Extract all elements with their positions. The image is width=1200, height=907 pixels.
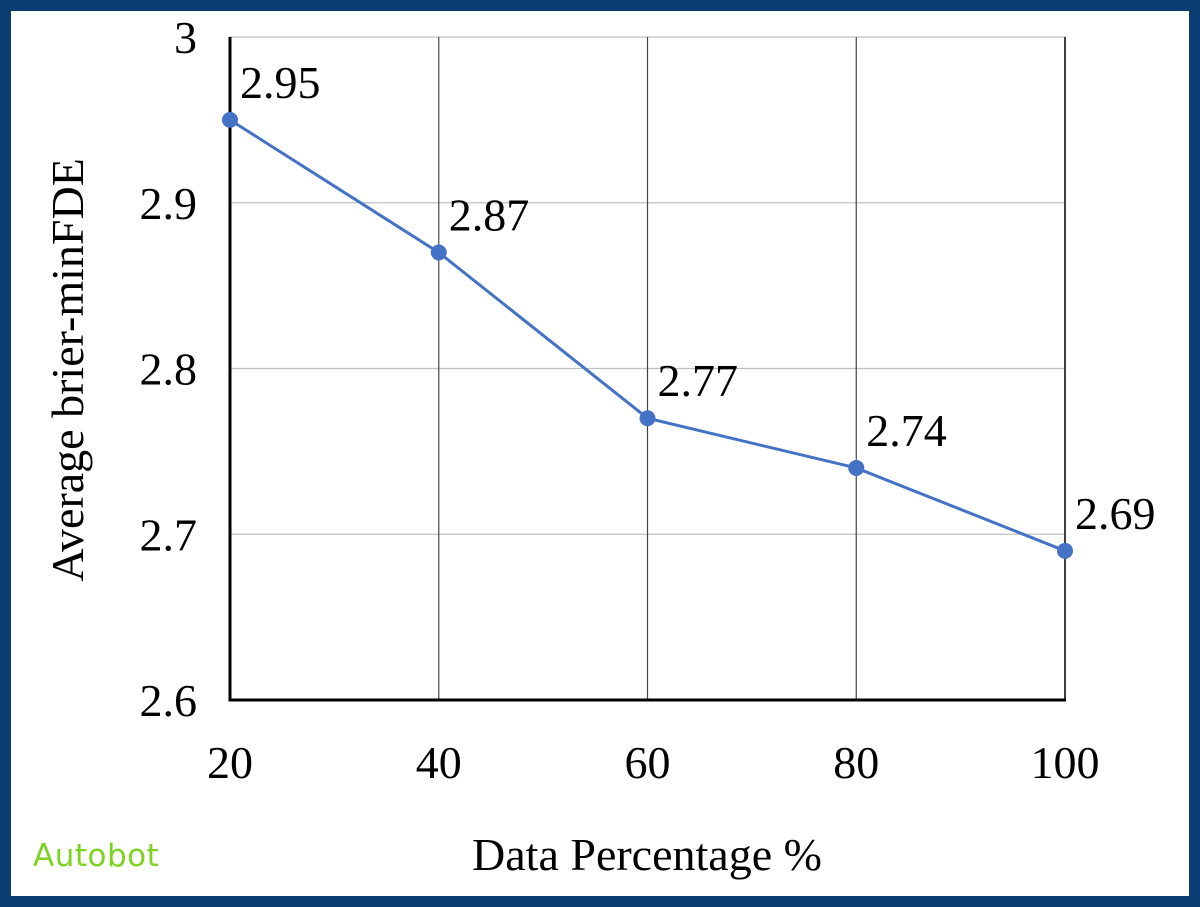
watermark: Autobot [33, 838, 160, 874]
y-tick-label: 2.8 [140, 344, 198, 395]
data-label: 2.77 [658, 355, 739, 406]
y-tick-label: 2.9 [140, 178, 198, 229]
x-tick-label: 20 [207, 737, 253, 788]
axes [228, 37, 1066, 702]
data-label: 2.74 [866, 405, 947, 456]
data-label: 2.95 [240, 57, 321, 108]
data-point [639, 410, 656, 427]
y-tick-label: 2.6 [140, 675, 198, 726]
x-tick-label: 80 [833, 737, 879, 788]
grid-lines [230, 36, 1066, 700]
y-tick-labels: 2.6 2.7 2.8 2.9 3 [140, 12, 198, 726]
x-tick-label: 40 [416, 737, 462, 788]
data-labels: 2.95 2.87 2.77 2.74 2.69 [240, 57, 1156, 539]
y-tick-label: 2.7 [140, 509, 198, 560]
x-tick-label: 100 [1031, 737, 1100, 788]
x-tick-label: 60 [625, 737, 671, 788]
data-points [222, 111, 1073, 559]
data-label: 2.87 [449, 189, 530, 240]
data-point [430, 244, 447, 261]
y-axis-label: Average brier-minFDE [42, 158, 93, 582]
x-axis-label: Data Percentage % [472, 829, 822, 880]
y-tick-label: 3 [174, 12, 197, 63]
data-point [222, 111, 238, 128]
x-tick-labels: 20 40 60 80 100 [207, 737, 1100, 788]
data-point [848, 459, 865, 476]
data-point [1057, 542, 1073, 559]
data-label: 2.69 [1075, 488, 1156, 539]
